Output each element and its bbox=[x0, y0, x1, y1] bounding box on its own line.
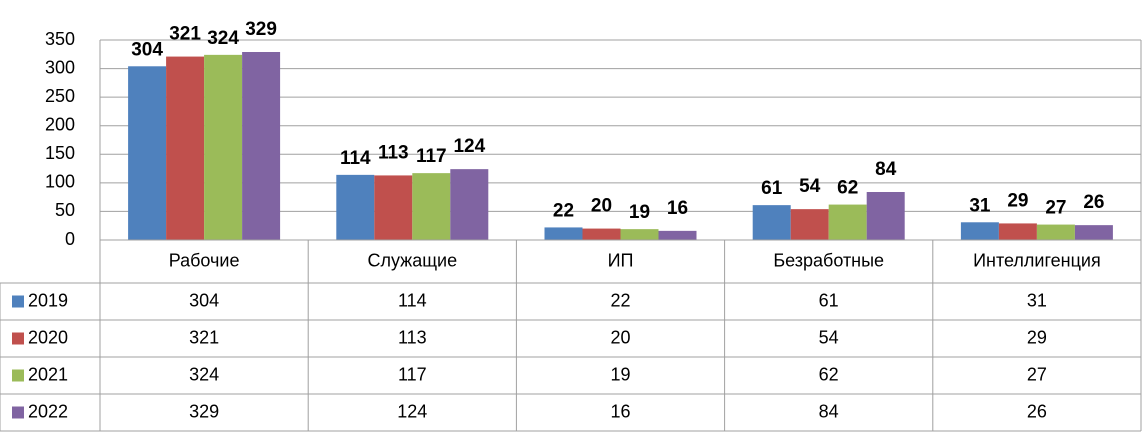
y-tick-label: 50 bbox=[55, 200, 75, 220]
bar bbox=[790, 209, 829, 240]
data-label: 324 bbox=[207, 28, 239, 49]
table-cell: 22 bbox=[610, 290, 630, 310]
bar bbox=[450, 169, 489, 240]
table-cell: 124 bbox=[397, 401, 427, 421]
y-tick-label: 150 bbox=[45, 143, 75, 163]
bar bbox=[374, 175, 413, 240]
table-cell: 26 bbox=[1027, 401, 1047, 421]
bar bbox=[412, 173, 451, 240]
bar bbox=[544, 227, 583, 240]
bar bbox=[204, 54, 243, 240]
table-cell: 16 bbox=[610, 401, 630, 421]
table-cell: 54 bbox=[819, 327, 839, 347]
data-label: 304 bbox=[131, 39, 163, 60]
data-label: 22 bbox=[553, 200, 574, 221]
y-tick-label: 350 bbox=[45, 29, 75, 49]
data-label: 329 bbox=[245, 19, 277, 40]
bar bbox=[866, 192, 905, 240]
x-tick-label: ИП bbox=[608, 250, 634, 270]
table-cell: 329 bbox=[189, 401, 219, 421]
table-cell: 324 bbox=[189, 364, 219, 384]
data-label: 26 bbox=[1083, 192, 1104, 213]
data-label: 84 bbox=[875, 159, 897, 180]
table-cell: 29 bbox=[1027, 327, 1047, 347]
x-tick-label: Интеллигенция bbox=[973, 250, 1101, 270]
legend-key bbox=[12, 406, 24, 419]
table-cell: 19 bbox=[610, 364, 630, 384]
bar bbox=[1036, 224, 1075, 240]
data-label: 29 bbox=[1007, 190, 1028, 211]
bar bbox=[242, 52, 281, 240]
x-tick-label: Рабочие bbox=[169, 250, 240, 270]
table-cell: 321 bbox=[189, 327, 219, 347]
data-label: 62 bbox=[837, 178, 858, 199]
x-tick-label: Служащие bbox=[367, 250, 457, 270]
legend-label: 2019 bbox=[28, 290, 68, 310]
data-label: 321 bbox=[169, 24, 201, 45]
bar bbox=[960, 222, 999, 240]
data-label: 20 bbox=[591, 196, 612, 217]
y-tick-label: 0 bbox=[65, 229, 75, 249]
y-tick-label: 200 bbox=[45, 114, 75, 134]
data-label: 19 bbox=[629, 202, 650, 223]
bar bbox=[336, 174, 375, 240]
legend-key bbox=[12, 369, 24, 382]
legend-label: 2021 bbox=[28, 364, 68, 384]
bar bbox=[166, 56, 205, 241]
table-cell: 27 bbox=[1027, 364, 1047, 384]
table-cell: 113 bbox=[398, 327, 427, 347]
legend-label: 2022 bbox=[28, 401, 68, 421]
data-label: 61 bbox=[761, 178, 783, 199]
bar bbox=[620, 229, 659, 240]
data-label: 114 bbox=[340, 148, 371, 169]
data-label: 117 bbox=[416, 146, 447, 167]
bar bbox=[658, 230, 697, 240]
data-label: 16 bbox=[667, 198, 688, 219]
data-label: 113 bbox=[378, 142, 409, 163]
bar bbox=[128, 66, 167, 241]
bar bbox=[1074, 225, 1113, 240]
data-label: 31 bbox=[969, 195, 991, 216]
data-label: 124 bbox=[453, 136, 485, 157]
table-cell: 31 bbox=[1027, 290, 1047, 310]
bar bbox=[828, 204, 867, 240]
table-cell: 62 bbox=[819, 364, 839, 384]
data-label: 27 bbox=[1045, 198, 1066, 219]
y-tick-label: 300 bbox=[45, 57, 75, 77]
bar bbox=[998, 223, 1037, 240]
table-cell: 61 bbox=[819, 290, 839, 310]
table-cell: 304 bbox=[189, 290, 219, 310]
table-cell: 84 bbox=[819, 401, 839, 421]
legend-key bbox=[12, 295, 24, 308]
table-cell: 114 bbox=[398, 290, 427, 310]
x-tick-label: Безработные bbox=[773, 250, 884, 270]
data-label: 54 bbox=[799, 176, 821, 197]
legend-label: 2020 bbox=[28, 327, 68, 347]
y-tick-label: 100 bbox=[45, 172, 75, 192]
y-tick-label: 250 bbox=[45, 86, 75, 106]
legend-key bbox=[12, 332, 24, 345]
bar bbox=[582, 228, 621, 240]
table-cell: 20 bbox=[610, 327, 630, 347]
table-cell: 117 bbox=[398, 364, 427, 384]
bar bbox=[752, 205, 791, 240]
